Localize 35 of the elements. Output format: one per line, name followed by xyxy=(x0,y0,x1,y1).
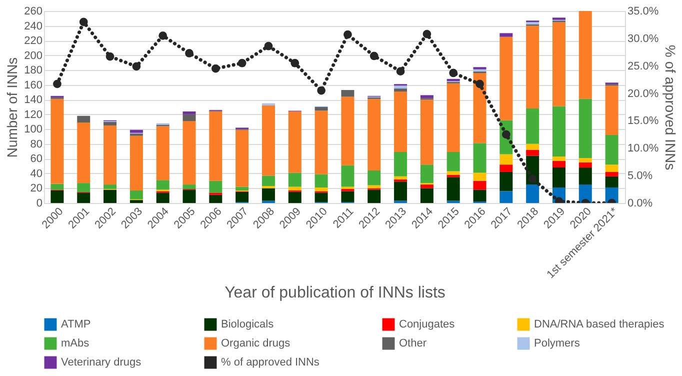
y-axis-title: Number of INNs xyxy=(4,57,20,158)
legend-label: % of approved INNs xyxy=(221,356,320,368)
legend-label: Other xyxy=(399,338,427,350)
legend-label: mAbs xyxy=(61,338,90,350)
y2-tick-label: 20.0% xyxy=(628,88,659,100)
y-tick-label: 60 xyxy=(30,153,42,166)
y2-tick-label: 10.0% xyxy=(628,142,659,155)
y2-tick-label: 35.0% xyxy=(628,6,659,18)
legend-label: Biologicals xyxy=(221,318,274,331)
y2-tick-label: 0.0% xyxy=(628,198,653,210)
legend-label: Organic drugs xyxy=(221,338,291,350)
y-tick-label: 140 xyxy=(24,94,42,106)
legend-label: ATMP xyxy=(61,318,91,331)
y-tick-label: 20 xyxy=(30,182,42,195)
y-tick-label: 240 xyxy=(24,20,42,32)
y-tick-label: 100 xyxy=(24,124,42,136)
y2-tick-label: 5.0% xyxy=(628,170,653,182)
y-tick-label: 260 xyxy=(24,6,42,18)
y-tick-label: 160 xyxy=(24,79,42,92)
y-tick-label: 0 xyxy=(36,198,42,210)
legend-label: Polymers xyxy=(534,338,580,350)
legend-label: DNA/RNA based therapies xyxy=(534,318,665,331)
y2-tick-label: 15.0% xyxy=(628,115,659,128)
y2-tick-label: 25.0% xyxy=(628,60,659,72)
y2-tick-label: 30.0% xyxy=(628,32,659,45)
legend-label: Conjugates xyxy=(399,318,456,331)
y-tick-label: 200 xyxy=(24,50,42,62)
x-axis-title: Year of publication of INNs lists xyxy=(224,284,446,302)
y-tick-label: 220 xyxy=(24,35,42,48)
y-tick-label: 180 xyxy=(24,64,42,77)
y-tick-label: 80 xyxy=(30,138,42,150)
y2-axis-title: % of approved INNs xyxy=(662,44,679,170)
y-tick-label: 40 xyxy=(30,168,42,180)
legend-label: Veterinary drugs xyxy=(61,356,142,368)
y-tick-label: 120 xyxy=(24,108,42,121)
